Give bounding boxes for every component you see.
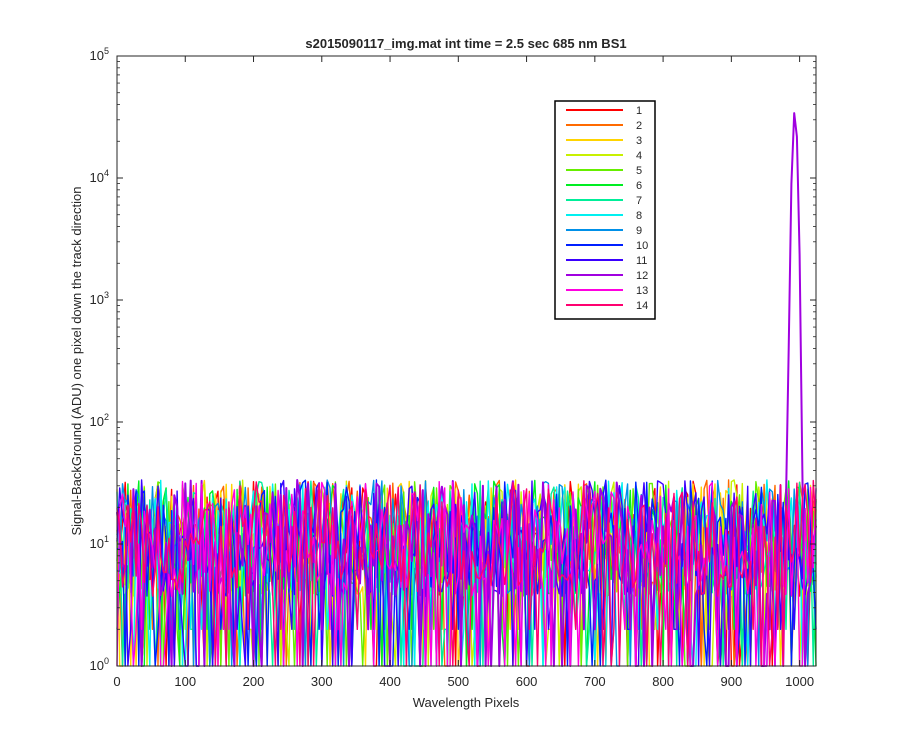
x-tick-label: 500 bbox=[447, 674, 469, 689]
y-tick-label: 102 bbox=[90, 412, 109, 429]
x-tick-label: 200 bbox=[243, 674, 265, 689]
x-tick-label: 1000 bbox=[785, 674, 814, 689]
chart-title: s2015090117_img.mat int time = 2.5 sec 6… bbox=[305, 36, 626, 51]
x-tick-label: 800 bbox=[652, 674, 674, 689]
series-line-10 bbox=[116, 479, 817, 667]
x-axis-label: Wavelength Pixels bbox=[413, 695, 520, 710]
x-tick-label: 400 bbox=[379, 674, 401, 689]
series-layer bbox=[116, 112, 817, 667]
legend-label-1: 1 bbox=[636, 105, 642, 117]
y-tick-label: 101 bbox=[90, 534, 109, 551]
y-tick-label: 100 bbox=[90, 656, 109, 673]
y-tick-label: 103 bbox=[90, 290, 109, 307]
legend-label-12: 12 bbox=[636, 270, 648, 282]
legend-label-3: 3 bbox=[636, 135, 642, 147]
ticks-layer: 0 100 200 300 400 500 600 700 800 900 100010010110… bbox=[90, 46, 816, 689]
series-line-13 bbox=[116, 480, 817, 667]
y-tick-label: 104 bbox=[90, 168, 109, 185]
x-tick-label: 0 bbox=[113, 674, 120, 689]
series-line-14 bbox=[116, 479, 817, 667]
axes-box bbox=[116, 55, 817, 667]
x-tick-label: 600 bbox=[516, 674, 538, 689]
legend-box bbox=[554, 100, 656, 320]
x-tick-label: 700 bbox=[584, 674, 606, 689]
x-tick-label: 100 bbox=[174, 674, 196, 689]
legend-label-2: 2 bbox=[636, 120, 642, 132]
legend-label-8: 8 bbox=[636, 210, 642, 222]
legend-label-5: 5 bbox=[636, 165, 642, 177]
legend-label-11: 11 bbox=[636, 255, 647, 267]
legend-label-14: 14 bbox=[636, 300, 648, 312]
legend-label-6: 6 bbox=[636, 180, 642, 192]
y-axis-label: Signal-BackGround (ADU) one pixel down t… bbox=[69, 186, 84, 535]
legend-label-10: 10 bbox=[636, 240, 648, 252]
legend-label-7: 7 bbox=[636, 195, 642, 207]
x-tick-label: 300 bbox=[311, 674, 333, 689]
legend-label-4: 4 bbox=[636, 150, 642, 162]
legend-label-9: 9 bbox=[636, 225, 642, 237]
y-tick-label: 105 bbox=[90, 46, 109, 63]
x-tick-label: 900 bbox=[721, 674, 743, 689]
legend-label-13: 13 bbox=[636, 285, 648, 297]
